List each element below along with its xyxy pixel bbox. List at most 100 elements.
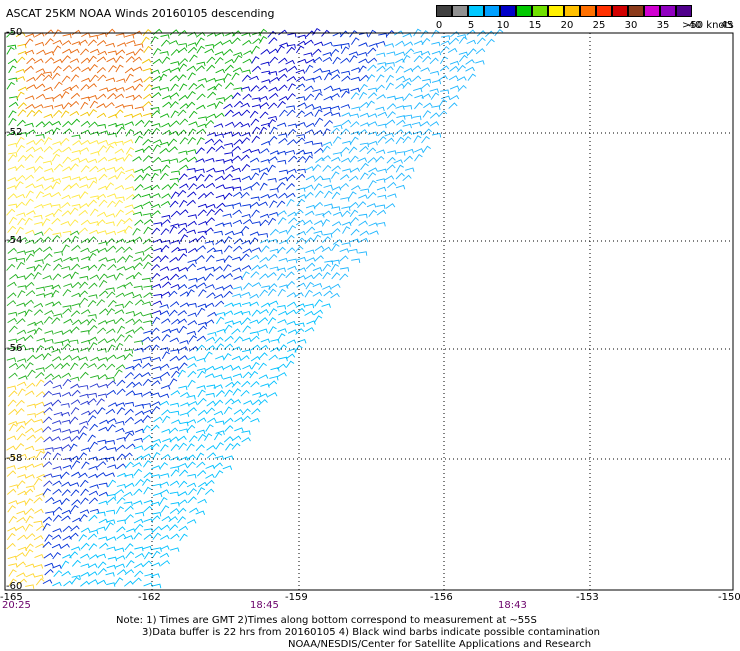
wind-barb <box>204 227 214 234</box>
wind-barb <box>62 128 73 135</box>
wind-barb <box>322 52 333 57</box>
wind-barb <box>16 572 26 578</box>
wind-barb <box>178 428 189 434</box>
wind-barb <box>241 69 251 75</box>
wind-barb <box>7 142 18 148</box>
wind-barb <box>25 95 35 100</box>
wind-barb <box>178 469 189 477</box>
map-frame <box>4 32 734 591</box>
wind-barb <box>223 142 234 148</box>
wind-barb <box>313 315 323 323</box>
wind-barb <box>36 337 46 343</box>
wind-barb <box>106 564 117 570</box>
wind-barb <box>394 129 404 136</box>
wind-barb <box>42 522 51 531</box>
wind-barb <box>80 139 91 146</box>
wind-barb <box>458 36 468 44</box>
wind-barb <box>44 373 54 380</box>
wind-barb <box>387 111 396 119</box>
wind-barb <box>151 123 161 128</box>
wind-barb <box>223 324 233 332</box>
wind-barb <box>152 144 161 153</box>
wind-barb <box>81 256 91 261</box>
wind-barb <box>44 38 54 46</box>
wind-barb <box>151 583 162 589</box>
wind-barb <box>367 57 378 64</box>
wind-barb <box>251 104 262 109</box>
wind-barb <box>69 84 79 91</box>
wind-barb <box>386 164 396 171</box>
wind-barb <box>304 184 314 190</box>
wind-barb <box>340 88 350 93</box>
wind-barb <box>16 119 26 127</box>
wind-barb <box>160 560 170 566</box>
wind-barb <box>205 157 215 163</box>
wind-barb <box>350 228 360 236</box>
wind-barb <box>186 454 196 461</box>
wind-barb <box>187 214 198 219</box>
wind-barb <box>206 444 216 451</box>
wind-barb <box>224 302 234 307</box>
wind-barb <box>117 472 127 478</box>
wind-barb <box>213 462 223 469</box>
wind-barb <box>267 164 276 173</box>
wind-barb <box>358 237 369 243</box>
wind-barb <box>268 308 278 316</box>
wind-barb <box>351 67 361 72</box>
wind-barb <box>16 318 26 325</box>
wind-barb <box>97 561 107 569</box>
wind-barb <box>475 48 486 55</box>
wind-barb <box>115 55 124 64</box>
wind-barb <box>124 514 134 521</box>
wind-barb <box>106 28 116 36</box>
wind-barb <box>359 112 370 118</box>
wind-barb <box>250 196 260 201</box>
wind-barb <box>241 213 251 219</box>
wind-barb <box>340 128 350 136</box>
wind-barb <box>42 451 52 459</box>
wind-barb <box>188 335 198 343</box>
wind-barb <box>277 328 287 333</box>
wind-barb <box>24 299 34 306</box>
wind-barb <box>96 553 107 559</box>
wind-barb <box>349 155 359 163</box>
wind-barb <box>268 48 279 55</box>
wind-barb <box>213 265 223 272</box>
wind-barb <box>384 132 394 138</box>
wind-barb <box>304 310 314 316</box>
wind-barb <box>8 257 18 262</box>
wind-barb <box>24 49 35 55</box>
wind-barb <box>105 287 115 292</box>
wind-barb <box>234 336 244 344</box>
wind-barb <box>198 481 208 488</box>
wind-barb <box>51 204 61 209</box>
wind-barb <box>351 106 361 112</box>
wind-barb <box>205 182 216 189</box>
wind-barb <box>116 497 126 504</box>
wind-barb <box>152 28 163 36</box>
wind-barb <box>313 272 323 280</box>
wind-barb <box>286 46 296 54</box>
wind-barb <box>359 142 369 148</box>
wind-barb <box>160 200 171 206</box>
wind-barb <box>124 254 134 263</box>
wind-barb <box>107 132 117 138</box>
wind-barb <box>107 424 116 432</box>
wind-barb <box>42 203 53 208</box>
wind-barb <box>421 93 431 99</box>
wind-barb <box>71 575 81 580</box>
wind-barb <box>195 65 205 72</box>
wind-barb <box>324 260 334 265</box>
wind-barb <box>27 369 36 378</box>
wind-barb <box>331 191 341 200</box>
wind-barb <box>105 472 115 477</box>
wind-barb <box>150 69 160 74</box>
wind-barb <box>331 87 342 93</box>
wind-barb <box>243 400 253 405</box>
wind-barb <box>133 340 144 345</box>
wind-barb <box>396 119 406 126</box>
wind-barb <box>259 256 269 263</box>
wind-barb <box>97 568 107 575</box>
wind-barb <box>78 176 89 181</box>
wind-barb <box>17 500 27 505</box>
